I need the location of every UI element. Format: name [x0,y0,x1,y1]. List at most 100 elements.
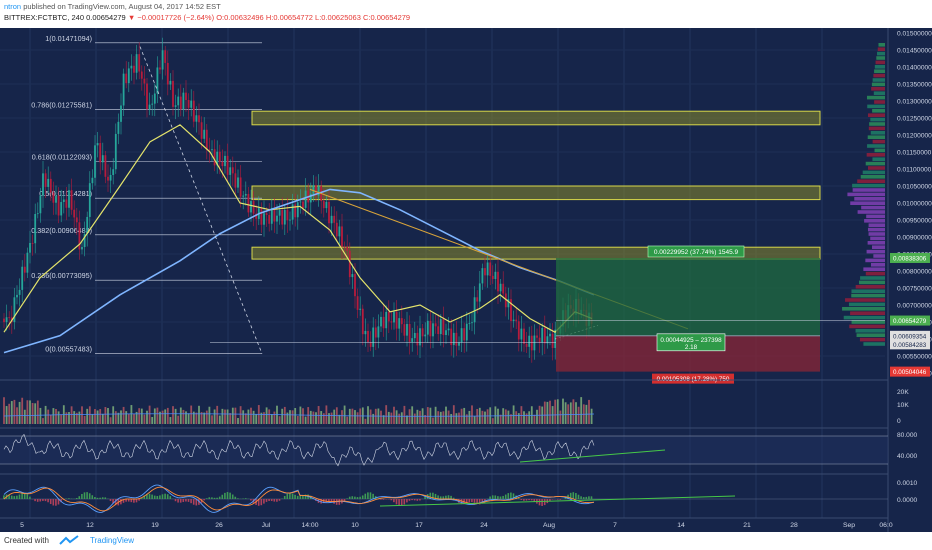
volume-bar [8,403,11,424]
volume-profile-bar [873,254,885,258]
macd-histogram-bar [320,499,322,504]
volume-bar [491,418,494,424]
candle-body [114,133,117,170]
volume-bar [34,403,37,424]
volume-profile-bar [866,214,885,219]
fibonacci-retracement[interactable]: 1(0.01471094) 0.786(0.01275581) 0.618(0.01… [31,34,262,354]
candle-body [536,335,538,338]
chart-area[interactable]: 1(0.01471094) 0.786(0.01275581) 0.618(0.01… [0,28,932,532]
volume-bar [416,409,419,424]
candle-body [538,337,541,343]
volume-bar [81,406,83,424]
volume-bar [86,408,89,424]
macd-histogram-bar [231,494,234,499]
volume-profile [842,43,885,346]
volume-bar [185,411,187,424]
candle-body [330,215,333,224]
macd-histogram-bar [153,495,156,499]
brand-link[interactable]: TradingView [90,536,135,545]
moving-averages [3,124,595,354]
macd-histogram-bar [541,499,543,506]
volume-bar [151,416,154,424]
volume-bar [447,410,450,424]
macd-histogram-bar [398,499,400,506]
macd-histogram-bar [138,499,140,501]
candle-body [172,80,174,107]
long-position-tool[interactable]: 0.00229952 (37.74%) 1545.9 0.00044925 – 2… [210,245,885,384]
candle-body [528,335,531,347]
candle-body [83,234,86,248]
candle-body [75,217,78,223]
resistance-zones[interactable] [251,110,821,260]
candle-body [510,299,512,322]
candle-body [442,319,445,335]
volume-bar [205,410,208,424]
macd-histogram-bar [120,499,122,505]
macd-histogram-bar [413,499,416,501]
chart-svg[interactable]: 1(0.01471094) 0.786(0.01275581) 0.618(0.01… [0,28,932,532]
candle-body [135,54,138,73]
volume-profile-bar [865,258,885,263]
volume-profile-bar [868,166,885,170]
candle-body [502,283,505,294]
macd-histogram-bar [551,499,554,500]
volume-bar [403,405,406,424]
candle-body [460,328,463,343]
rsi-line [3,433,595,467]
candle-body [286,209,289,221]
time-tick: 06:0 [879,522,892,529]
volume-bar [42,418,44,424]
macd-histogram-bar [185,499,187,502]
candle-body [335,222,338,237]
volume-bar [192,411,195,424]
fib-label: 0.786(0.01275581) [31,100,92,109]
candle-body [42,173,44,196]
volume-profile-bar [857,179,885,183]
macd-histogram-bar [460,499,463,505]
volume-bar [546,401,549,424]
author-link[interactable]: ntron [4,2,22,11]
volume-profile-bar [862,170,885,175]
candle-body [234,173,237,188]
volume-profile-bar [872,78,885,82]
volume-bar [130,405,133,424]
candle-body [463,328,466,341]
price-scale[interactable]: 0.01500000 0.01450000 0.01400000 0.01350000… [887,28,932,532]
candle-body [471,322,473,324]
volume-bar [504,409,507,424]
macd-histogram-bar [330,499,333,503]
macd-histogram-bar [122,499,125,503]
candle-body [299,201,302,203]
macd-histogram-bar [109,499,112,501]
macd-histogram-bar [476,499,478,504]
volume-bar [400,412,403,424]
candle-body [445,330,447,335]
macd-histogram-bar [135,499,138,503]
volume-bar [434,406,437,424]
candle-body [62,199,65,203]
candle-body [244,193,247,196]
volume-bar [494,406,497,424]
candle-body [263,213,265,225]
volume-bar [429,407,432,424]
volume-profile-bar [852,183,885,188]
macd-histogram-bar [416,499,419,501]
candle-body [549,333,551,337]
price-tick: 0.00550000 [897,354,932,361]
macd-histogram-bar [361,495,364,499]
macd-histogram-bar [393,499,395,503]
candle-body [322,201,325,209]
candle-body [426,320,429,335]
candle-body [364,330,367,335]
macd-histogram-bar [559,499,562,500]
volume-bar [213,409,216,424]
macd-histogram-bar [291,493,294,499]
time-axis[interactable]: 5 12 19 26 Jul 14:00 10 17 24 Aug 7 14 21 28 Sep 06:0 [0,517,893,529]
macd-histogram-bar [88,493,91,499]
macd-histogram-bar [458,499,460,503]
candle-body [515,319,518,322]
volume-bar [575,402,577,424]
candle-body [174,105,177,107]
macd-histogram-bar [286,493,289,499]
volume-bar [231,407,234,424]
